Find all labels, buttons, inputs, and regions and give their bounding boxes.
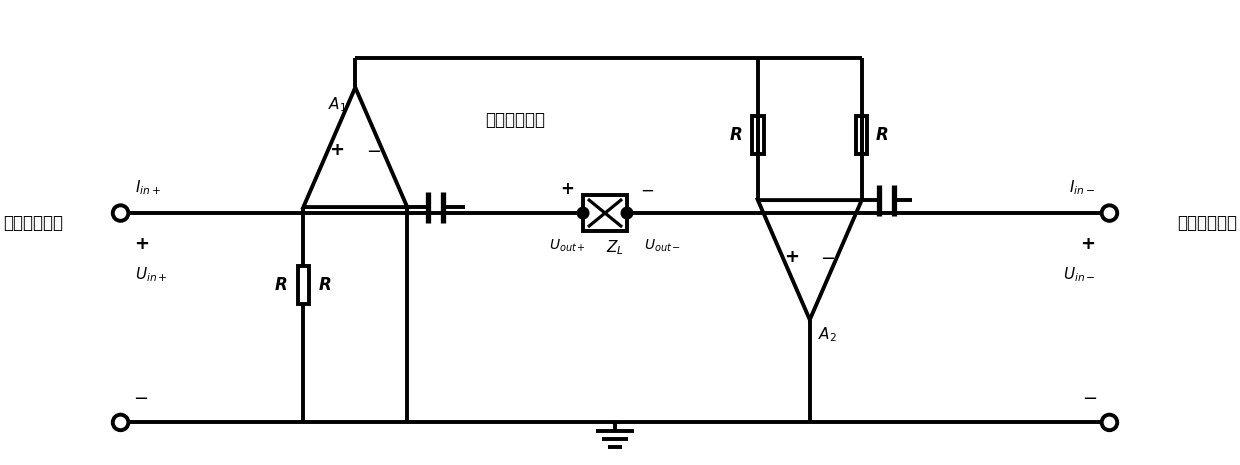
Text: $-$: $-$ [821, 248, 836, 266]
Text: 差分输入正极: 差分输入正极 [2, 214, 63, 232]
Text: 差分输出端口: 差分输出端口 [485, 111, 546, 129]
Text: R: R [319, 276, 332, 294]
Text: +: + [784, 248, 799, 266]
Text: $U_{out+}$: $U_{out+}$ [548, 238, 585, 254]
Text: +: + [560, 180, 574, 198]
Text: $I_{in-}$: $I_{in-}$ [1069, 179, 1095, 197]
Text: $-$: $-$ [366, 141, 381, 159]
Bar [753, 116, 764, 154]
Circle shape [578, 207, 589, 219]
Text: R: R [729, 126, 742, 144]
Text: $-$: $-$ [640, 180, 653, 198]
Text: $I_{in+}$: $I_{in+}$ [135, 179, 161, 197]
Text: +: + [330, 141, 345, 159]
Bar [856, 116, 868, 154]
Text: $A_2$: $A_2$ [817, 326, 837, 345]
Text: $U_{in+}$: $U_{in+}$ [135, 266, 167, 284]
Text: +: + [1080, 235, 1095, 253]
Text: $U_{in-}$: $U_{in-}$ [1063, 266, 1095, 284]
Bar [583, 195, 627, 231]
Text: $A_1$: $A_1$ [327, 96, 347, 114]
Text: $Z_L$: $Z_L$ [606, 238, 624, 257]
Text: 差分输入负极: 差分输入负极 [1177, 214, 1238, 232]
Circle shape [621, 207, 632, 219]
Text: R: R [875, 126, 888, 144]
Bar [298, 266, 309, 304]
Text: $U_{out-}$: $U_{out-}$ [645, 238, 682, 254]
Text: $-$: $-$ [1083, 388, 1097, 406]
Text: R: R [275, 276, 288, 294]
Text: +: + [135, 235, 150, 253]
Text: $-$: $-$ [133, 388, 148, 406]
